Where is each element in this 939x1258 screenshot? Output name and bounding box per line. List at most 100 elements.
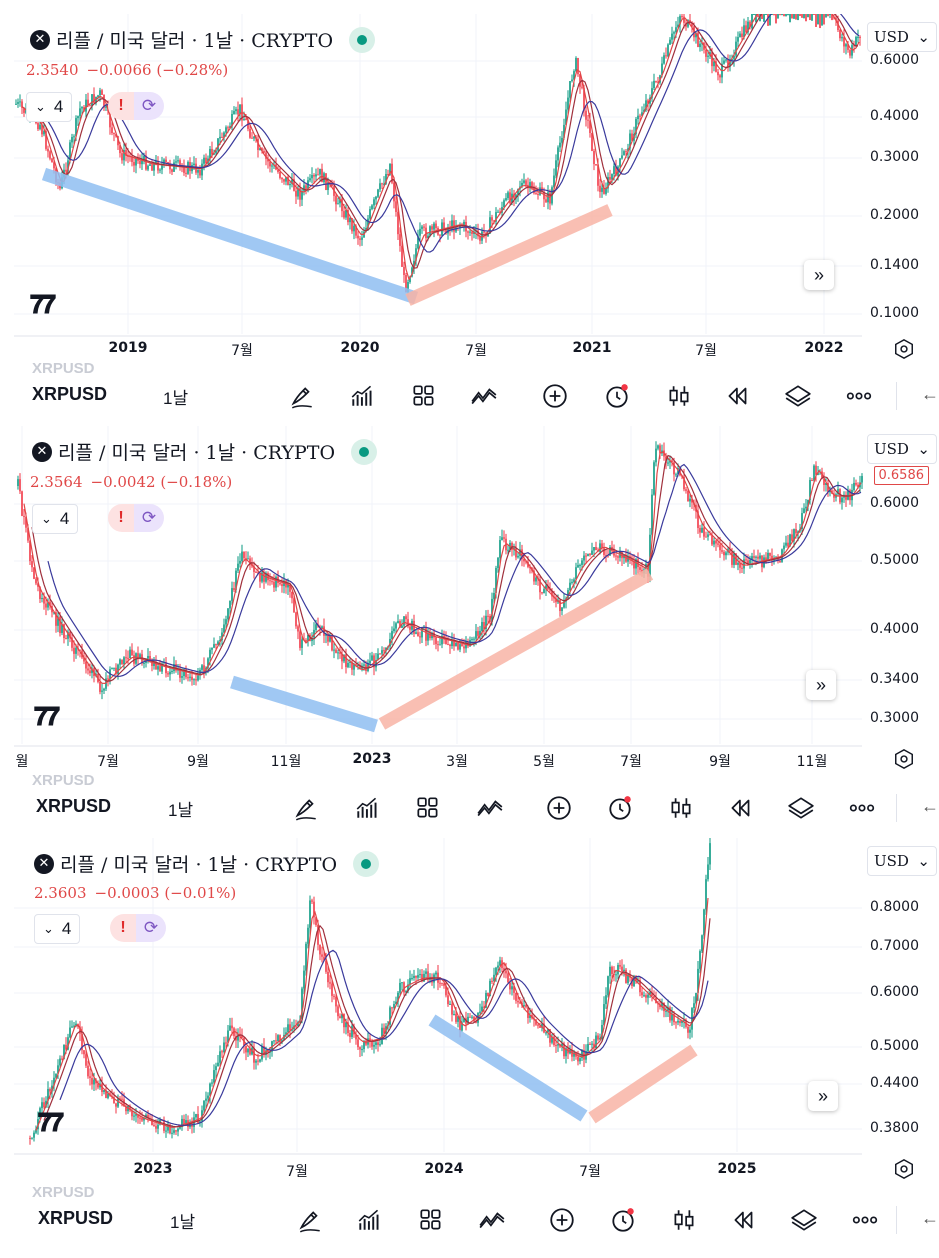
market-status-icon[interactable] bbox=[349, 26, 376, 53]
tradingview-logo[interactable]: 𝟕𝟕 bbox=[34, 702, 60, 732]
alert-icon[interactable] bbox=[603, 382, 631, 410]
back-arrow-icon[interactable]: ← bbox=[921, 796, 939, 816]
symbol-button[interactable]: XRPUSD bbox=[38, 1208, 114, 1228]
currency-select[interactable]: USD ⌄ bbox=[867, 846, 937, 876]
candle-body-up bbox=[303, 970, 305, 989]
candle-body-down bbox=[29, 1138, 31, 1139]
chart-panel-2[interactable]: ✕ 리플 / 미국 달러 · 1날 · CRYPTO 2.3564 −0.0042… bbox=[0, 426, 939, 778]
indicators-toggle[interactable]: ⌄ 4 bbox=[32, 504, 79, 534]
candle-body-up bbox=[419, 228, 421, 236]
tradingview-logo[interactable]: 𝟕𝟕 bbox=[38, 1108, 64, 1138]
candle-body-up bbox=[603, 1004, 605, 1025]
replay-icon[interactable] bbox=[730, 1206, 758, 1234]
back-arrow-icon[interactable]: ← bbox=[921, 1208, 939, 1228]
candle-body-down bbox=[549, 588, 551, 591]
indicators-toggle[interactable]: ⌄ 4 bbox=[34, 914, 81, 944]
candle-body-down bbox=[509, 192, 511, 203]
legend-title-row[interactable]: ✕ 리플 / 미국 달러 · 1날 · CRYPTO bbox=[30, 26, 376, 53]
replay-icon[interactable] bbox=[727, 794, 755, 822]
candle-body-down bbox=[483, 1006, 485, 1008]
refresh-icon[interactable]: ⟳ bbox=[136, 914, 166, 942]
candle-body-down bbox=[55, 612, 57, 626]
indicators-icon[interactable] bbox=[349, 382, 377, 410]
add-icon[interactable] bbox=[545, 794, 573, 822]
market-status-icon[interactable] bbox=[353, 850, 380, 877]
interval-button[interactable]: 1날 bbox=[163, 389, 189, 408]
back-arrow-icon[interactable]: ← bbox=[921, 384, 939, 404]
candle-body-up bbox=[701, 935, 703, 952]
compare-icon[interactable] bbox=[478, 1206, 506, 1234]
indicators-icon[interactable] bbox=[354, 794, 382, 822]
add-icon[interactable] bbox=[548, 1206, 576, 1234]
bar-style-icon[interactable] bbox=[667, 794, 695, 822]
interval-button[interactable]: 1날 bbox=[168, 801, 194, 820]
candle-body-up bbox=[805, 506, 807, 509]
refresh-icon[interactable]: ⟳ bbox=[134, 504, 164, 532]
more-icon[interactable] bbox=[848, 794, 876, 822]
candle-body-down bbox=[603, 548, 605, 555]
scroll-to-realtime-button[interactable]: » bbox=[806, 670, 836, 700]
compare-icon[interactable] bbox=[470, 382, 498, 410]
price-change: −0.0003 (−0.01%) bbox=[94, 884, 237, 902]
indicator-status-pill[interactable]: ! ⟳ bbox=[108, 504, 164, 532]
candle-body-up bbox=[209, 148, 211, 159]
more-icon[interactable] bbox=[851, 1206, 879, 1234]
candle-body-down bbox=[753, 556, 755, 558]
settings-icon[interactable] bbox=[893, 338, 915, 360]
candlestick-chart-2[interactable] bbox=[0, 426, 939, 778]
currency-select[interactable]: USD ⌄ bbox=[867, 434, 937, 464]
legend-title-row[interactable]: ✕ 리플 / 미국 달러 · 1날 · CRYPTO bbox=[34, 850, 380, 877]
layers-icon[interactable] bbox=[784, 382, 812, 410]
alert-icon[interactable] bbox=[609, 1206, 637, 1234]
templates-icon[interactable] bbox=[414, 794, 442, 822]
indicators-toggle[interactable]: ⌄ 4 bbox=[26, 92, 73, 122]
candle-body-down bbox=[447, 995, 449, 1005]
alert-icon[interactable] bbox=[606, 794, 634, 822]
layers-icon[interactable] bbox=[787, 794, 815, 822]
templates-icon[interactable] bbox=[417, 1206, 445, 1234]
candlestick-chart-3[interactable] bbox=[0, 838, 939, 1190]
candle-body-up bbox=[557, 1044, 559, 1046]
compare-icon[interactable] bbox=[476, 794, 504, 822]
candlestick-chart-1[interactable] bbox=[0, 14, 939, 372]
indicator-status-pill[interactable]: ! ⟳ bbox=[108, 92, 164, 120]
interval-button[interactable]: 1날 bbox=[170, 1213, 196, 1232]
candle-body-up bbox=[229, 600, 231, 609]
symbol-button[interactable]: XRPUSD bbox=[36, 796, 112, 816]
candle-body-up bbox=[211, 1082, 213, 1084]
draw-icon[interactable] bbox=[296, 1206, 324, 1234]
bar-style-icon[interactable] bbox=[670, 1206, 698, 1234]
candle-body-up bbox=[667, 462, 669, 464]
chart-panel-1[interactable]: ✕ 리플 / 미국 달러 · 1날 · CRYPTO 2.3540 −0.0066… bbox=[0, 14, 939, 372]
market-status-icon[interactable] bbox=[351, 438, 378, 465]
legend-title-row[interactable]: ✕ 리플 / 미국 달러 · 1날 · CRYPTO bbox=[32, 438, 378, 465]
candle-body-down bbox=[525, 1005, 527, 1008]
settings-icon[interactable] bbox=[893, 1158, 915, 1180]
candle-body-down bbox=[107, 678, 109, 680]
bar-style-icon[interactable] bbox=[665, 382, 693, 410]
layers-icon[interactable] bbox=[790, 1206, 818, 1234]
refresh-icon[interactable]: ⟳ bbox=[134, 92, 164, 120]
candle-body-down bbox=[125, 657, 127, 659]
candle-body-up bbox=[637, 980, 639, 982]
more-icon[interactable] bbox=[845, 382, 873, 410]
indicators-icon[interactable] bbox=[356, 1206, 384, 1234]
scroll-to-realtime-button[interactable]: » bbox=[804, 260, 834, 290]
draw-icon[interactable] bbox=[288, 382, 316, 410]
candle-body-down bbox=[271, 581, 273, 583]
replay-icon[interactable] bbox=[724, 382, 752, 410]
error-icon[interactable]: ! bbox=[110, 914, 136, 942]
error-icon[interactable]: ! bbox=[108, 92, 134, 120]
draw-icon[interactable] bbox=[292, 794, 320, 822]
settings-icon[interactable] bbox=[893, 748, 915, 770]
candle-body-up bbox=[349, 217, 351, 223]
symbol-button[interactable]: XRPUSD bbox=[32, 384, 108, 404]
templates-icon[interactable] bbox=[410, 382, 438, 410]
chart-panel-3[interactable]: ✕ 리플 / 미국 달러 · 1날 · CRYPTO 2.3603 −0.0003… bbox=[0, 838, 939, 1190]
currency-select[interactable]: USD ⌄ bbox=[867, 22, 937, 52]
scroll-to-realtime-button[interactable]: » bbox=[808, 1081, 838, 1111]
tradingview-logo[interactable]: 𝟕𝟕 bbox=[30, 290, 56, 320]
indicator-status-pill[interactable]: ! ⟳ bbox=[110, 914, 166, 942]
error-icon[interactable]: ! bbox=[108, 504, 134, 532]
add-icon[interactable] bbox=[541, 382, 569, 410]
